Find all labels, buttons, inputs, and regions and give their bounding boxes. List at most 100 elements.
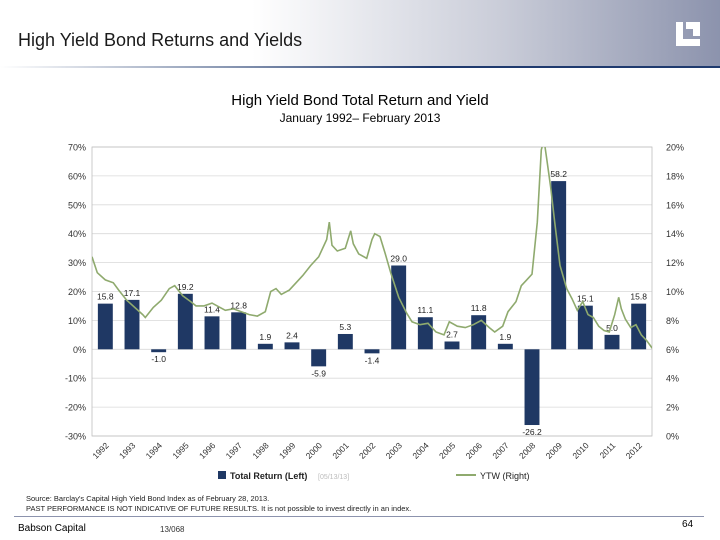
x-tick-label: 1993 [117, 440, 138, 461]
x-tick-label: 1996 [197, 440, 218, 461]
bar-value-label: 15.8 [97, 292, 114, 302]
source-line: Source: Barclay's Capital High Yield Bon… [26, 494, 270, 503]
bar-value-label: 1.9 [499, 332, 511, 342]
right-tick-label: 2% [666, 403, 679, 413]
header-band [0, 0, 720, 68]
left-tick-label: -30% [65, 432, 86, 442]
x-tick-label: 2004 [410, 440, 431, 461]
x-tick-label: 1992 [90, 440, 111, 461]
bar-value-label: 11.8 [471, 303, 487, 313]
page-number: 64 [682, 519, 694, 530]
x-tick-label: 2001 [330, 440, 351, 461]
company-logo-icon [676, 22, 700, 46]
bar-value-label: -26.2 [522, 427, 542, 437]
returns-yield-chart: -30% -20% -10% 0% 10% 20% 30% 40% 50% 60% 70% 0% 2% 4… [65, 143, 684, 482]
chart-subtitle: January 1992– February 2013 [279, 111, 441, 125]
bar-value-label: 12.8 [230, 300, 247, 310]
bar-value-label: 17.1 [124, 288, 141, 298]
bar-value-label: 19.2 [177, 282, 194, 292]
bar-value-label: 2.4 [286, 330, 298, 340]
bar [497, 343, 513, 350]
x-tick-label: 2000 [304, 440, 325, 461]
bar-value-label: 29.0 [390, 253, 407, 263]
bar [364, 349, 380, 354]
right-tick-label: 4% [666, 374, 679, 384]
x-tick-label: 2003 [384, 440, 405, 461]
x-tick-label: 1994 [144, 440, 165, 461]
bar [604, 334, 620, 350]
right-tick-label: 6% [666, 345, 679, 355]
x-tick-label: 2007 [490, 440, 511, 461]
bar [204, 316, 220, 350]
bar [124, 299, 140, 350]
bar [524, 349, 540, 426]
slide-title: High Yield Bond Returns and Yields [18, 30, 303, 50]
bar-value-label: 5.0 [606, 323, 618, 333]
bar [257, 343, 273, 350]
bar-value-label: 1.9 [259, 332, 271, 342]
legend-annotation: [05/13/13] [318, 474, 349, 481]
left-tick-label: 30% [68, 258, 86, 268]
footer-rule [14, 516, 704, 517]
bar-value-label: -1.4 [365, 355, 380, 365]
bar-value-label: 5.3 [339, 322, 351, 332]
bar [177, 293, 193, 350]
x-tick-label: 2011 [597, 440, 617, 460]
bar-value-label: 58.2 [550, 169, 567, 179]
left-tick-label: 50% [68, 200, 86, 210]
bar [284, 342, 300, 350]
bar [577, 305, 593, 350]
bar-value-label: 2.7 [446, 329, 458, 339]
left-tick-label: 60% [68, 171, 86, 181]
legend-label-total-return: Total Return (Left) [230, 471, 307, 481]
left-tick-label: -10% [65, 374, 86, 384]
left-tick-label: 10% [68, 316, 86, 326]
right-tick-label: 20% [666, 143, 684, 153]
right-tick-label: 18% [666, 171, 684, 181]
x-tick-label: 2005 [437, 440, 458, 461]
bar-value-label: 11.1 [417, 305, 433, 315]
bar [97, 303, 113, 350]
bar [444, 341, 460, 350]
company-name: Babson Capital [18, 523, 86, 534]
plot-frame [91, 146, 653, 437]
bar [471, 315, 487, 350]
x-tick-label: 2012 [624, 440, 645, 461]
bar [311, 349, 327, 367]
bar [337, 333, 353, 350]
bar [231, 312, 247, 350]
chart-title: High Yield Bond Total Return and Yield [231, 92, 489, 109]
bar-value-label: 15.8 [630, 292, 647, 302]
left-tick-label: 0% [73, 345, 86, 355]
right-tick-label: 14% [666, 229, 684, 239]
bar-value-label: -1.0 [151, 354, 166, 364]
x-tick-label: 2002 [357, 440, 378, 461]
yield-line [92, 147, 652, 349]
document-code: 13/068 [160, 525, 185, 534]
left-tick-label: -20% [65, 403, 86, 413]
right-tick-label: 0% [666, 432, 679, 442]
right-tick-label: 12% [666, 258, 684, 268]
x-tick-label: 1998 [250, 440, 271, 461]
x-tick-label: 2006 [464, 440, 485, 461]
right-tick-label: 8% [666, 316, 679, 326]
x-tick-label: 1999 [277, 440, 298, 461]
disclaimer-line: PAST PERFORMANCE IS NOT INDICATIVE OF FU… [26, 504, 412, 513]
x-tick-label: 2010 [570, 440, 591, 461]
bar [417, 317, 433, 350]
left-tick-label: 40% [68, 229, 86, 239]
right-tick-label: 10% [666, 287, 684, 297]
bar-value-label: 11.4 [204, 304, 220, 314]
bar-value-label: -5.9 [311, 368, 326, 378]
bar [631, 303, 647, 350]
left-tick-label: 70% [68, 143, 86, 153]
x-tick-label: 2008 [517, 440, 538, 461]
bar [151, 349, 167, 353]
x-tick-label: 1997 [224, 440, 245, 461]
x-tick-label: 1995 [170, 440, 191, 461]
left-tick-label: 20% [68, 287, 86, 297]
header-rule [0, 66, 720, 68]
x-tick-label: 2009 [544, 440, 565, 461]
source-note: Source: Barclay's Capital High Yield Bon… [26, 494, 411, 514]
bar-value-label: 15.1 [577, 294, 594, 304]
